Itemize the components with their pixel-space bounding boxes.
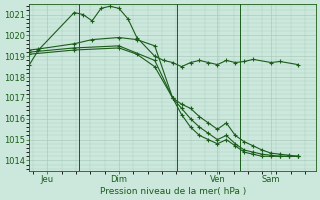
X-axis label: Pression niveau de la mer( hPa ): Pression niveau de la mer( hPa ) — [100, 187, 246, 196]
